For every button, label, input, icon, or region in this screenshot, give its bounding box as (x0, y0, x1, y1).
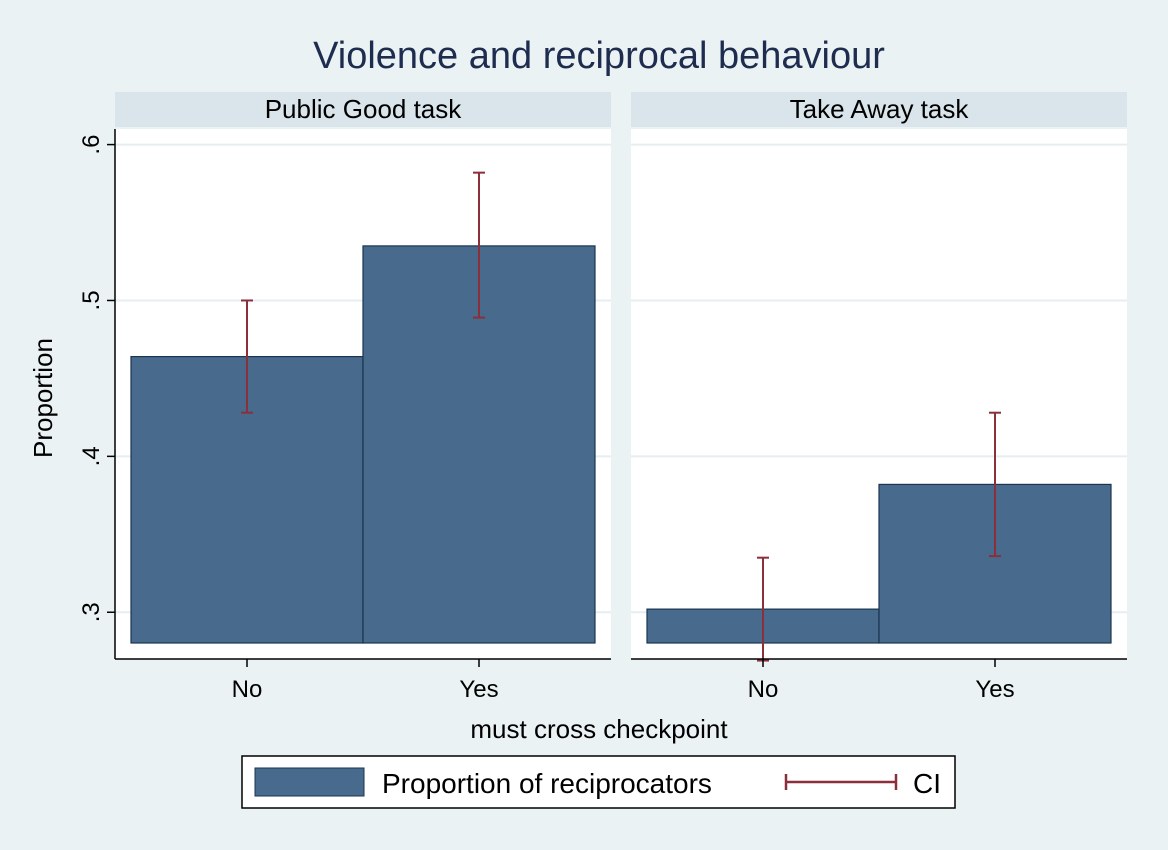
chart-title: Violence and reciprocal behaviour (313, 35, 885, 77)
panel-header (631, 92, 1127, 127)
legend-label-bar: Proportion of reciprocators (382, 768, 712, 799)
panel-1: Public Good task No Yes .3 .4 .5 .6 (78, 92, 611, 703)
y-tick-label: .5 (78, 290, 105, 310)
x-axis-label: must cross checkpoint (470, 714, 728, 744)
panel-2: Take Away task No Yes (631, 92, 1127, 703)
ci-yes (989, 411, 1001, 558)
x-tick-label: No (232, 676, 263, 703)
x-tick-label: No (748, 676, 779, 703)
panel-title: Public Good task (265, 94, 463, 124)
y-tick-label: .3 (78, 602, 105, 622)
legend-swatch-bar (254, 767, 365, 797)
legend-swatch-ci (784, 774, 898, 790)
x-tick-label: Yes (975, 676, 1014, 703)
y-axis-label: Proportion (28, 338, 58, 458)
panel-header (115, 92, 611, 127)
y-tick-label: .6 (78, 135, 105, 155)
legend: Proportion of reciprocators CI (241, 755, 956, 809)
y-tick-label: .4 (78, 446, 105, 466)
panel-title: Take Away task (790, 94, 970, 124)
legend-label-ci: CI (913, 768, 941, 799)
x-tick-label: Yes (459, 676, 498, 703)
ci-no (241, 299, 253, 414)
ci-yes (473, 171, 485, 319)
